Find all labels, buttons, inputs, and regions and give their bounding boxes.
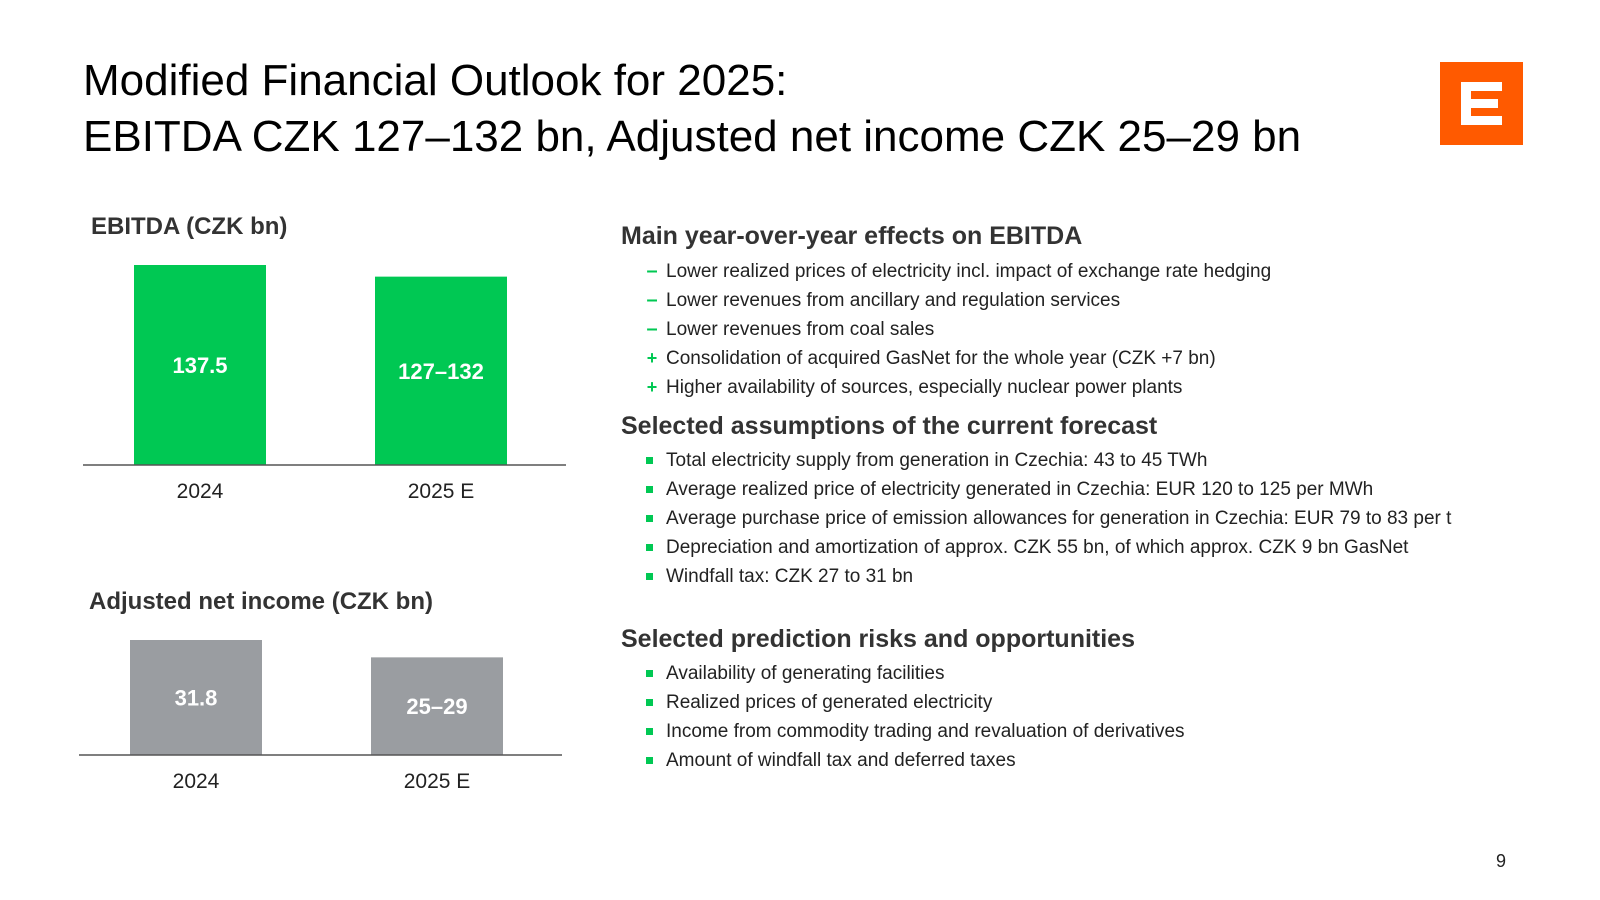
effects-heading: Main year-over-year effects on EBITDA (621, 222, 1083, 250)
assumptions-heading: Selected assumptions of the current fore… (621, 412, 1158, 440)
bullet-square-icon (646, 699, 653, 706)
bar-data-label: 25–29 (406, 694, 467, 719)
list-item-text: Availability of generating facilities (666, 663, 945, 684)
x-tick-label: 2025 E (408, 480, 475, 503)
list-item: Windfall tax: CZK 27 to 31 bn (640, 562, 1451, 591)
list-item-text: Lower revenues from ancillary and regula… (666, 290, 1121, 311)
cez-logo-icon (1440, 62, 1523, 145)
list-item: Realized prices of generated electricity (640, 688, 1185, 717)
list-item-text: Income from commodity trading and revalu… (666, 721, 1185, 742)
bar (130, 640, 262, 755)
list-item-text: Higher availability of sources, especial… (666, 377, 1183, 398)
list-item: Depreciation and amortization of approx.… (640, 533, 1451, 562)
list-item-text: Depreciation and amortization of approx.… (666, 537, 1409, 558)
risks-list: Availability of generating facilities Rea… (640, 659, 1185, 775)
list-item: Average realized price of electricity ge… (640, 475, 1451, 504)
bullet-square-icon (646, 728, 653, 735)
bullet-square-icon (646, 515, 653, 522)
list-item: Average purchase price of emission allow… (640, 504, 1451, 533)
net-income-chart: 31.8 2024 25–29 2025 E (79, 640, 562, 793)
page-number: 9 (1496, 851, 1507, 871)
list-item-text: Average purchase price of emission allow… (666, 508, 1452, 529)
list-item-text: Lower realized prices of electricity inc… (666, 261, 1272, 282)
net-income-chart-title: Adjusted net income (CZK bn) (89, 588, 433, 615)
bullet-square-icon (646, 457, 653, 464)
plus-marker-icon: + (646, 377, 658, 397)
bar-data-label: 127–132 (398, 359, 484, 384)
bullet-square-icon (646, 757, 653, 764)
bar (134, 265, 266, 465)
list-item: – Lower revenues from ancillary and regul… (640, 286, 1271, 315)
list-item: Availability of generating facilities (640, 659, 1185, 688)
bullet-square-icon (646, 486, 653, 493)
list-item-text: Realized prices of generated electricity (666, 692, 993, 713)
assumptions-list: Total electricity supply from generation… (640, 446, 1451, 591)
list-item: – Lower revenues from coal sales (640, 315, 1271, 344)
list-item-text: Total electricity supply from generation… (666, 450, 1208, 471)
list-item: Total electricity supply from generation… (640, 446, 1451, 475)
plus-marker-icon: + (646, 348, 658, 368)
minus-marker-icon: – (646, 289, 658, 311)
list-item-text: Consolidation of acquired GasNet for the… (666, 348, 1216, 369)
list-item-text: Amount of windfall tax and deferred taxe… (666, 750, 1016, 771)
minus-marker-icon: – (646, 318, 658, 340)
list-item: Amount of windfall tax and deferred taxe… (640, 746, 1185, 775)
list-item-text: Lower revenues from coal sales (666, 319, 935, 340)
list-item: + Higher availability of sources, especia… (640, 373, 1271, 402)
list-item-text: Windfall tax: CZK 27 to 31 bn (666, 566, 914, 587)
slide-title: Modified Financial Outlook for 2025: EBI… (83, 53, 1301, 165)
minus-marker-icon: – (646, 260, 658, 282)
effects-list: – Lower realized prices of electricity in… (640, 257, 1271, 402)
list-item: – Lower realized prices of electricity in… (640, 257, 1271, 286)
list-item-text: Average realized price of electricity ge… (666, 479, 1374, 500)
bullet-square-icon (646, 544, 653, 551)
bullet-square-icon (646, 670, 653, 677)
list-item: + Consolidation of acquired GasNet for th… (640, 344, 1271, 373)
x-tick-label: 2025 E (404, 770, 471, 793)
bar-data-label: 137.5 (172, 353, 227, 378)
slide-title-line-1: Modified Financial Outlook for 2025: (83, 56, 788, 105)
bar (371, 657, 503, 755)
ebitda-chart-title: EBITDA (CZK bn) (91, 213, 288, 240)
bar-data-label: 31.8 (175, 686, 218, 711)
ebitda-chart: 137.5 2024 127–132 2025 E (83, 265, 566, 503)
x-tick-label: 2024 (177, 480, 224, 503)
bar (375, 276, 507, 465)
slide-title-line-2: EBITDA CZK 127–132 bn, Adjusted net inco… (83, 112, 1302, 161)
x-tick-label: 2024 (173, 770, 220, 793)
bullet-square-icon (646, 573, 653, 580)
logo-e-glyph (1461, 82, 1502, 125)
list-item: Income from commodity trading and revalu… (640, 717, 1185, 746)
risks-heading: Selected prediction risks and opportunit… (621, 625, 1135, 653)
